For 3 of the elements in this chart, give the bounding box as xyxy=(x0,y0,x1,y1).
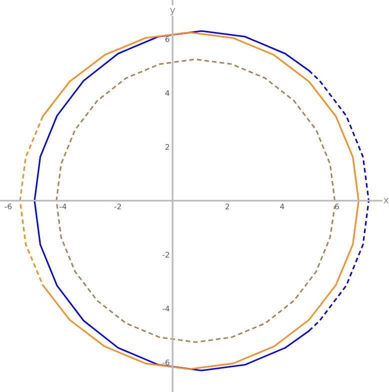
y-axis-title: y xyxy=(170,8,176,16)
line-series xyxy=(56,58,336,343)
x-axis-title: x xyxy=(384,198,389,204)
